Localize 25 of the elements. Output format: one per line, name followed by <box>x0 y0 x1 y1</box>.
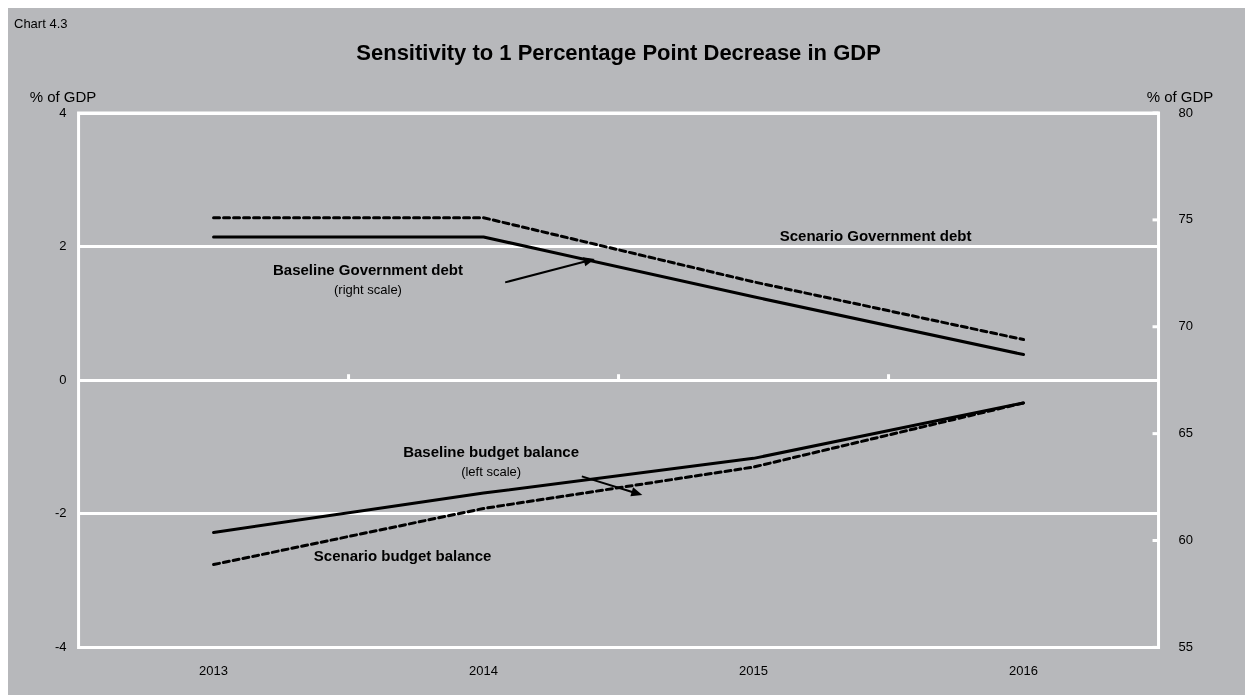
y2-tick-label: 80 <box>1178 104 1194 120</box>
x-tick-label: 2013 <box>199 662 229 678</box>
text: Scenario Government debt <box>779 226 972 244</box>
y-tick-label: 0 <box>59 371 67 387</box>
y-axis-title: % of GDP <box>29 88 97 106</box>
y2-tick-label: 75 <box>1178 211 1194 227</box>
y2-tick-label: 65 <box>1178 425 1194 441</box>
y2-tick-label: 55 <box>1178 638 1194 654</box>
y-tick-label: 2 <box>59 238 67 254</box>
series-label: Baseline Government debt <box>272 260 464 278</box>
annotation: (left scale) <box>461 464 522 480</box>
caption: Chart 4.3 <box>14 15 68 31</box>
y2-axis-title: % of GDP <box>1146 88 1214 106</box>
annotation: (right scale) <box>334 282 402 298</box>
y-tick-label: -4 <box>55 638 67 654</box>
x-tick-label: 2014 <box>469 662 499 678</box>
series-label: Baseline budget balance <box>403 443 580 461</box>
x-tick-label: 2015 <box>739 662 769 678</box>
y2-tick-label: 70 <box>1178 318 1194 334</box>
chart-title: Sensitivity to 1 Percentage Point Decrease in GDP <box>356 40 881 66</box>
y-tick-label: -2 <box>55 505 67 521</box>
y-tick-label: 4 <box>59 104 67 120</box>
series-label: Scenario budget balance <box>313 546 492 564</box>
y2-tick-label: 60 <box>1178 532 1194 548</box>
x-tick-label: 2016 <box>1009 662 1038 678</box>
